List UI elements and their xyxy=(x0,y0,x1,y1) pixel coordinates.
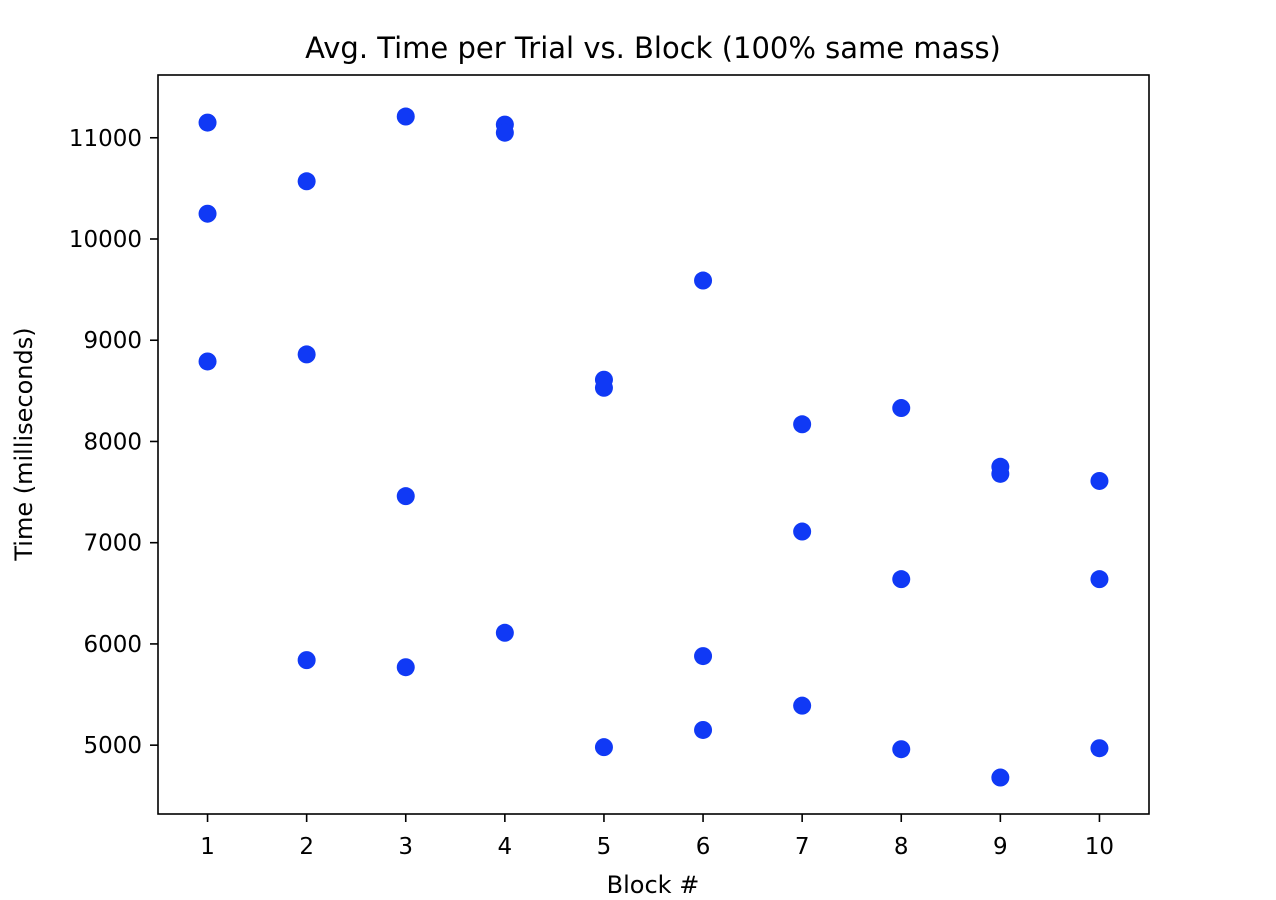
data-point xyxy=(793,696,812,715)
data-point xyxy=(198,113,217,132)
y-tick-label: 9000 xyxy=(83,328,142,354)
y-axis-ticks: 5000 6000 7000 8000 9000 10000 11000 xyxy=(69,126,158,759)
data-point xyxy=(594,378,613,397)
data-point xyxy=(396,107,415,126)
data-point xyxy=(892,570,911,589)
x-tick-label: 10 xyxy=(1085,834,1114,860)
data-point xyxy=(198,204,217,223)
data-point xyxy=(991,768,1010,787)
data-point xyxy=(297,172,316,191)
data-point xyxy=(495,123,514,142)
x-axis-ticks: 1 2 3 4 5 6 7 8 9 10 xyxy=(200,814,1114,860)
data-point xyxy=(892,740,911,759)
data-point xyxy=(694,720,713,739)
data-point xyxy=(694,647,713,666)
y-tick-label: 6000 xyxy=(83,632,142,658)
y-tick-label: 8000 xyxy=(83,429,142,455)
data-point xyxy=(297,345,316,364)
x-tick-label: 8 xyxy=(894,834,909,860)
y-tick-label: 5000 xyxy=(83,733,142,759)
data-point xyxy=(396,658,415,677)
data-point xyxy=(396,487,415,506)
data-point xyxy=(991,464,1010,483)
x-tick-label: 1 xyxy=(200,834,215,860)
data-point xyxy=(793,522,812,541)
chart-title: Avg. Time per Trial vs. Block (100% same… xyxy=(305,31,1001,65)
x-tick-label: 4 xyxy=(498,834,513,860)
y-axis-label: Time (milliseconds) xyxy=(10,327,38,561)
data-point xyxy=(1090,739,1109,758)
x-tick-label: 5 xyxy=(597,834,612,860)
x-tick-label: 2 xyxy=(299,834,314,860)
x-tick-label: 9 xyxy=(993,834,1008,860)
data-point xyxy=(198,352,217,371)
data-point xyxy=(297,651,316,670)
y-tick-label: 10000 xyxy=(69,227,142,253)
x-tick-label: 7 xyxy=(795,834,810,860)
y-tick-label: 7000 xyxy=(83,531,142,557)
y-tick-label: 11000 xyxy=(69,126,142,152)
data-point xyxy=(694,271,713,290)
data-point xyxy=(1090,570,1109,589)
data-point xyxy=(1090,471,1109,490)
points-layer xyxy=(198,107,1109,787)
x-tick-label: 6 xyxy=(696,834,711,860)
x-tick-label: 3 xyxy=(398,834,413,860)
data-point xyxy=(892,399,911,418)
x-axis-label: Block # xyxy=(607,871,700,899)
data-point xyxy=(793,415,812,434)
plot-area-frame xyxy=(157,74,1150,815)
data-point xyxy=(594,738,613,757)
data-point xyxy=(495,623,514,642)
